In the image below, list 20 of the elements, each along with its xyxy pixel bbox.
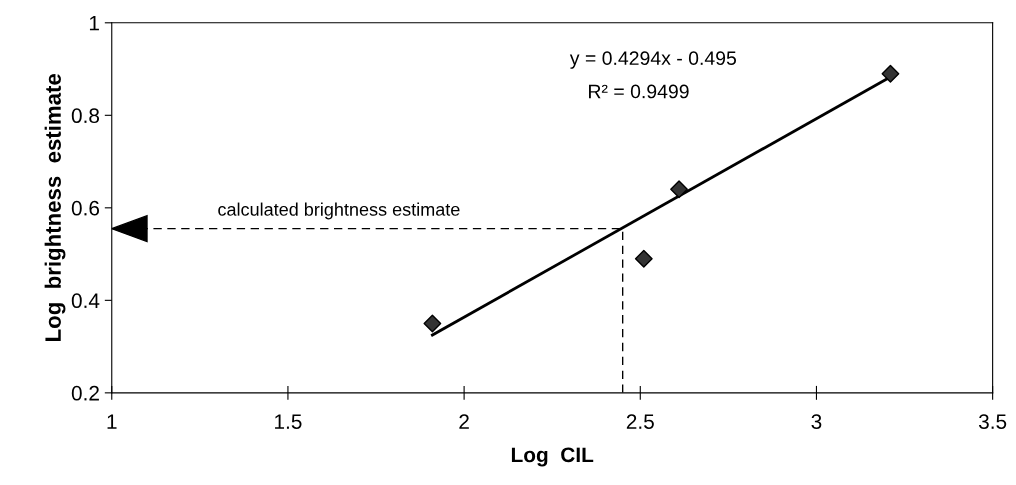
x-tick-label: 2	[459, 414, 469, 429]
point	[881, 64, 900, 83]
y-tick-label: 0.6	[71, 200, 100, 216]
y-tick-label: 0.8	[71, 108, 100, 124]
y-tick-label: 0.2	[71, 385, 99, 401]
point	[670, 180, 688, 199]
y-tick-label: 0.4	[71, 293, 100, 309]
x-tick-label: 1.5	[275, 414, 302, 429]
annotation: R² = 0.9499	[589, 84, 689, 99]
x-tick-label: 1	[107, 414, 117, 429]
x-tick-label: 2.5	[626, 414, 654, 429]
y-tick-label: 1	[89, 16, 99, 31]
point	[634, 249, 653, 268]
x-tick-label: 3	[811, 414, 822, 429]
point	[423, 314, 442, 333]
x-axis-title: Log CIL	[511, 447, 594, 467]
y-axis-title: Log brightness estimate	[44, 73, 66, 341]
annotation: y = 0.4294x - 0.495	[569, 51, 737, 69]
x-tick-label: 3.5	[978, 414, 1007, 429]
ref-line-label: calculated brightness estimate	[218, 202, 460, 220]
